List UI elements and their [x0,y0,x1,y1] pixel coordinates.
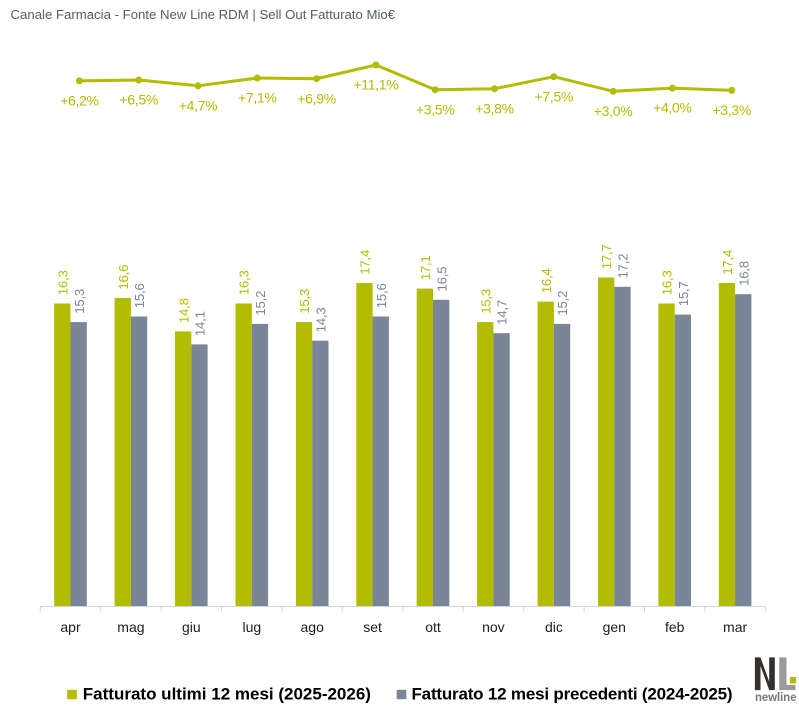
svg-text:+4,7%: +4,7% [179,97,218,113]
svg-text:17,4: 17,4 [720,250,735,275]
svg-text:15,2: 15,2 [555,291,570,316]
svg-text:+3,3%: +3,3% [712,102,751,118]
svg-text:dic: dic [545,619,563,635]
svg-text:16,3: 16,3 [660,270,675,295]
svg-text:nov: nov [482,619,505,635]
svg-text:+6,9%: +6,9% [297,90,336,106]
svg-text:ago: ago [301,619,325,635]
svg-text:15,3: 15,3 [72,289,87,314]
svg-text:set: set [363,619,382,635]
svg-text:ott: ott [425,619,441,635]
svg-text:16,5: 16,5 [434,267,449,292]
svg-text:gen: gen [603,619,626,635]
svg-text:+7,5%: +7,5% [535,88,574,104]
svg-text:15,6: 15,6 [132,283,147,308]
svg-text:+7,1%: +7,1% [238,90,277,106]
svg-text:14,1: 14,1 [193,311,208,336]
svg-text:giu: giu [182,619,201,635]
svg-text:+3,0%: +3,0% [594,103,633,119]
svg-text:14,7: 14,7 [495,300,510,325]
svg-text:14,8: 14,8 [176,298,191,323]
svg-text:mar: mar [723,619,747,635]
svg-text:+4,0%: +4,0% [653,100,692,116]
svg-text:15,6: 15,6 [374,283,389,308]
svg-text:Canale Farmacia - Fonte New Li: Canale Farmacia - Fonte New Line RDM | S… [11,7,396,22]
svg-text:newline: newline [755,690,797,704]
svg-text:feb: feb [665,619,685,635]
svg-text:15,2: 15,2 [253,291,268,316]
svg-text:14,3: 14,3 [313,308,328,333]
svg-text:17,4: 17,4 [358,250,373,275]
svg-text:16,8: 16,8 [736,261,751,286]
svg-text:16,6: 16,6 [116,265,131,290]
svg-text:mag: mag [117,619,144,635]
svg-text:17,2: 17,2 [616,254,631,279]
svg-text:16,4: 16,4 [539,268,554,293]
svg-text:16,3: 16,3 [56,270,71,295]
svg-text:+3,8%: +3,8% [475,100,514,116]
svg-text:+11,1%: +11,1% [353,77,398,93]
svg-text:15,3: 15,3 [478,289,493,314]
svg-text:15,3: 15,3 [297,289,312,314]
svg-text:16,3: 16,3 [237,270,252,295]
svg-text:apr: apr [60,619,81,635]
svg-text:+3,5%: +3,5% [416,101,455,117]
svg-text:15,7: 15,7 [676,281,691,306]
svg-text:17,7: 17,7 [599,244,614,269]
svg-text:+6,2%: +6,2% [60,93,99,109]
svg-text:17,1: 17,1 [418,255,433,280]
svg-text:+6,5%: +6,5% [119,92,158,108]
svg-text:Fatturato 12 mesi precedenti (: Fatturato 12 mesi precedenti (2024-2025) [412,685,733,704]
svg-text:lug: lug [242,619,261,635]
svg-text:Fatturato ultimi 12 mesi (2025: Fatturato ultimi 12 mesi (2025-2026) [83,685,371,704]
